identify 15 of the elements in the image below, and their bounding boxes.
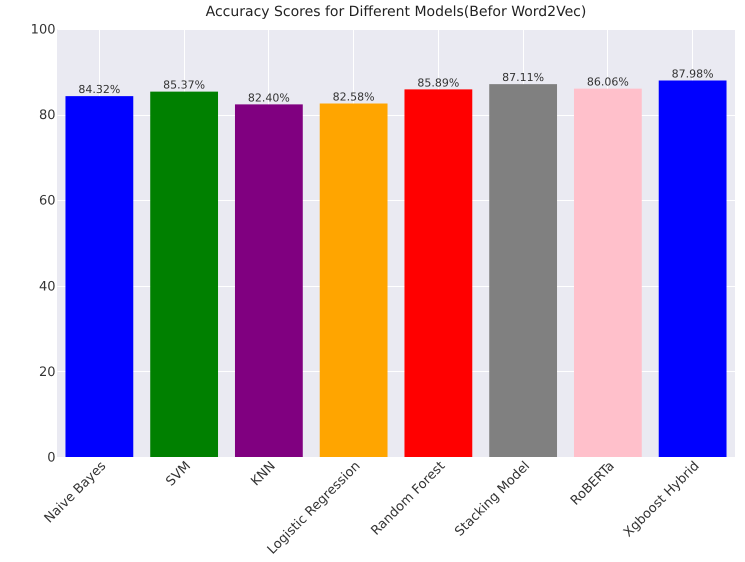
data-label: 85.37% bbox=[163, 78, 206, 92]
data-label: 85.89% bbox=[417, 76, 460, 90]
chart-title: Accuracy Scores for Different Models(Befor Word2Vec) bbox=[206, 4, 586, 20]
y-tick-label: 100 bbox=[30, 22, 56, 38]
y-tick-label: 0 bbox=[47, 450, 56, 466]
data-label: 82.40% bbox=[248, 91, 290, 104]
data-label: 87.11% bbox=[502, 71, 544, 84]
data-label: 87.98% bbox=[672, 67, 714, 80]
data-label: 82.58% bbox=[332, 90, 375, 104]
y-tick-label: 20 bbox=[38, 364, 56, 380]
y-tick-label: 40 bbox=[38, 279, 56, 294]
y-tick-label: 80 bbox=[38, 108, 56, 124]
y-tick-label: 60 bbox=[38, 194, 56, 209]
data-label: 86.06% bbox=[586, 76, 629, 89]
data-label: 84.32% bbox=[78, 83, 120, 96]
